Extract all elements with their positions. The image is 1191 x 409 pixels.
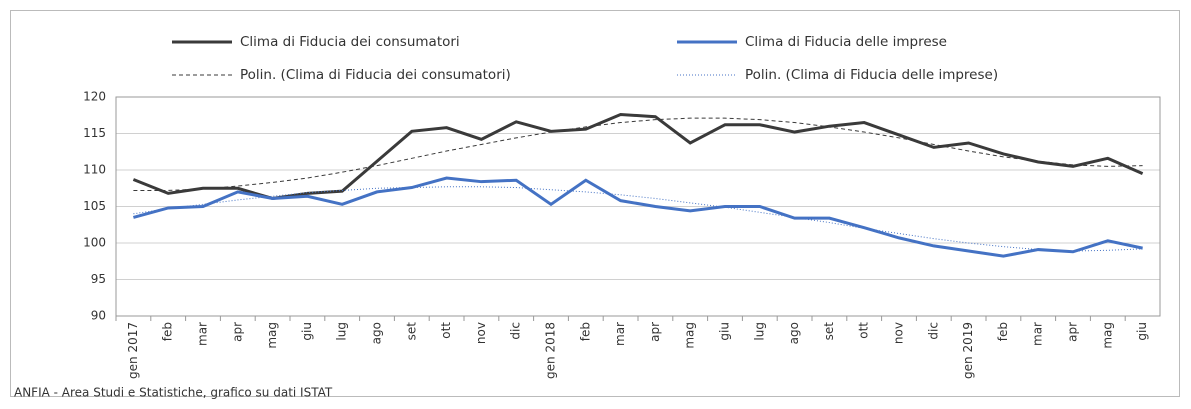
series-line (133, 117, 1143, 191)
y-tick-label: 110 (83, 163, 106, 177)
y-tick-label: 120 (83, 90, 106, 104)
x-tick-label: mag (265, 322, 279, 349)
x-tick-label: mag (683, 322, 697, 349)
x-tick-label: ago (370, 322, 384, 344)
x-tick-label: mar (1031, 322, 1045, 346)
source-note: ANFIA - Area Studi e Statistiche, grafic… (14, 386, 333, 400)
y-tick-label: 95 (91, 272, 106, 286)
series-line (132, 113, 1144, 201)
x-tick-label: set (822, 322, 836, 341)
legend-label: Clima di Fiducia dei consumatori (240, 34, 460, 50)
y-tick-label: 105 (83, 199, 106, 213)
x-tick-label: ott (439, 322, 453, 339)
x-tick-label: feb (578, 322, 592, 341)
x-tick-label: dic (509, 322, 523, 340)
x-tick-label: gen 2019 (961, 322, 975, 379)
legend-label: Polin. (Clima di Fiducia dei consumatori… (240, 67, 511, 83)
x-tick-label: mar (613, 322, 627, 346)
x-tick-label: ago (787, 322, 801, 344)
y-tick-label: 115 (83, 126, 106, 140)
x-tick-label: apr (230, 322, 244, 342)
x-tick-label: giu (718, 322, 732, 341)
x-tick-label: ott (857, 322, 871, 339)
x-tick-label: gen 2018 (544, 322, 558, 379)
legend-label: Polin. (Clima di Fiducia delle imprese) (745, 67, 998, 83)
x-tick-label: lug (752, 322, 766, 341)
x-tick-label: giu (1135, 322, 1149, 341)
x-tick-label: gen 2017 (126, 322, 140, 379)
x-tick-label: apr (648, 322, 662, 342)
x-tick-label: lug (335, 322, 349, 341)
x-tick-label: dic (926, 322, 940, 340)
x-tick-label: nov (892, 322, 906, 344)
y-tick-label: 100 (83, 236, 106, 250)
x-tick-label: giu (300, 322, 314, 341)
x-tick-label: set (404, 322, 418, 341)
x-tick-label: feb (161, 322, 175, 341)
legend-label: Clima di Fiducia delle imprese (745, 34, 947, 50)
x-tick-label: mag (1100, 322, 1114, 349)
chart-frame (10, 10, 1180, 397)
x-tick-label: mar (196, 322, 210, 346)
x-tick-label: feb (996, 322, 1010, 341)
x-tick-label: nov (474, 322, 488, 344)
x-tick-label: apr (1066, 322, 1080, 342)
series-line (133, 176, 1143, 258)
series-line (133, 186, 1143, 252)
y-tick-label: 90 (91, 309, 106, 323)
